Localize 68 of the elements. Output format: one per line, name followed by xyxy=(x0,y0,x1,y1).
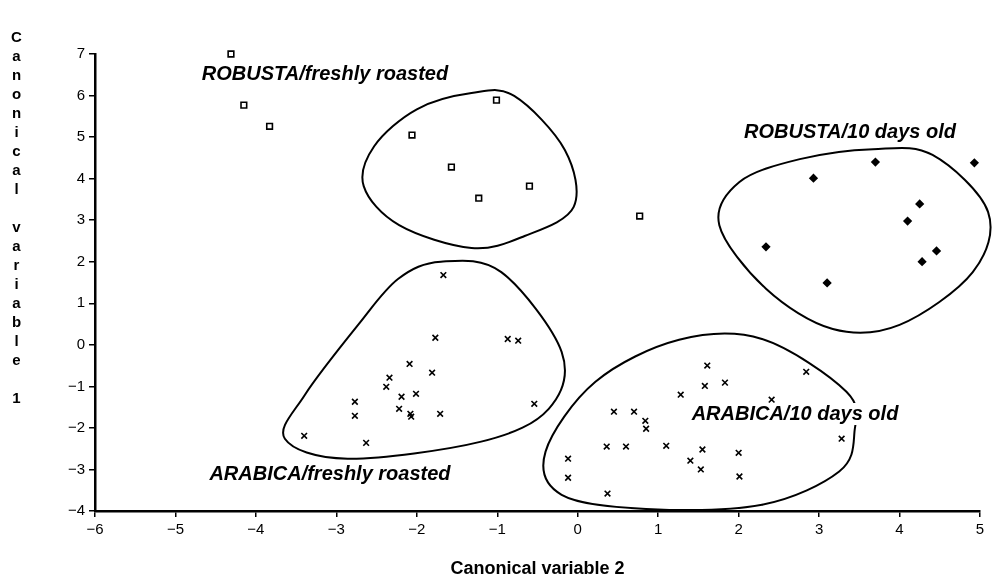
point xyxy=(395,405,403,413)
point xyxy=(385,374,394,382)
point xyxy=(265,122,274,130)
point xyxy=(431,334,439,342)
x-tick-label: −5 xyxy=(166,520,185,538)
x-tick-label: 3 xyxy=(814,520,824,538)
point xyxy=(932,246,941,256)
y-tick-label: 4 xyxy=(76,168,85,186)
x-tick-label: −3 xyxy=(327,520,345,538)
y-axis-title: Canonical variable 1 xyxy=(8,28,25,408)
x-tick-label: 5 xyxy=(975,520,985,538)
point xyxy=(822,278,832,288)
point xyxy=(677,391,685,399)
point xyxy=(686,457,694,465)
point xyxy=(871,157,880,167)
point xyxy=(492,96,501,104)
point xyxy=(227,50,235,58)
series-label: ROBUSTA/freshly roasted xyxy=(201,61,449,84)
point xyxy=(603,489,612,498)
y-tick-label: 2 xyxy=(76,251,85,269)
point xyxy=(915,199,924,209)
y-tick-label: 7 xyxy=(76,44,85,62)
point xyxy=(735,472,744,481)
point xyxy=(809,173,818,183)
point xyxy=(362,439,370,447)
point xyxy=(662,442,670,450)
point xyxy=(436,410,444,418)
point xyxy=(447,163,456,171)
point xyxy=(701,382,709,390)
text: ARABICA/freshly roasted xyxy=(208,461,452,484)
y-tick-label: −3 xyxy=(67,459,85,477)
y-tick-label: 1 xyxy=(76,293,85,311)
point xyxy=(530,400,538,408)
point xyxy=(917,257,927,267)
x-tick-label: −4 xyxy=(247,520,265,538)
point xyxy=(837,435,846,443)
x-tick-label: 2 xyxy=(734,520,743,538)
point xyxy=(382,383,390,391)
y-tick-label: 5 xyxy=(76,127,85,145)
x-tick-label: 4 xyxy=(895,520,904,538)
y-tick-label: −1 xyxy=(67,376,85,394)
point xyxy=(525,182,534,190)
point xyxy=(603,442,611,451)
y-tick-label: 0 xyxy=(76,334,85,352)
point xyxy=(351,412,359,420)
point xyxy=(636,212,644,220)
y-tick-label: −2 xyxy=(67,418,85,436)
x-tick-label: −1 xyxy=(488,520,506,538)
point xyxy=(408,131,416,139)
point xyxy=(970,158,979,168)
point xyxy=(903,216,912,226)
y-tick-label: 3 xyxy=(76,210,85,228)
x-tick-label: −2 xyxy=(408,520,426,538)
series-label: ROBUSTA/10 days old xyxy=(744,119,957,142)
point xyxy=(300,432,308,440)
x-tick-label: 0 xyxy=(573,520,582,538)
point xyxy=(698,445,707,454)
y-tick-label: 6 xyxy=(76,85,85,103)
point xyxy=(240,101,248,109)
x-tick-label: −6 xyxy=(86,520,104,538)
point xyxy=(767,396,776,404)
point xyxy=(761,242,771,252)
point xyxy=(475,194,483,202)
y-tick-label: −4 xyxy=(67,501,85,519)
series-label: ARABICA/10 days old xyxy=(690,401,900,424)
point xyxy=(802,368,810,376)
x-tick-label: 1 xyxy=(654,520,663,538)
x-axis-title: Canonical variable 2 xyxy=(450,558,625,579)
